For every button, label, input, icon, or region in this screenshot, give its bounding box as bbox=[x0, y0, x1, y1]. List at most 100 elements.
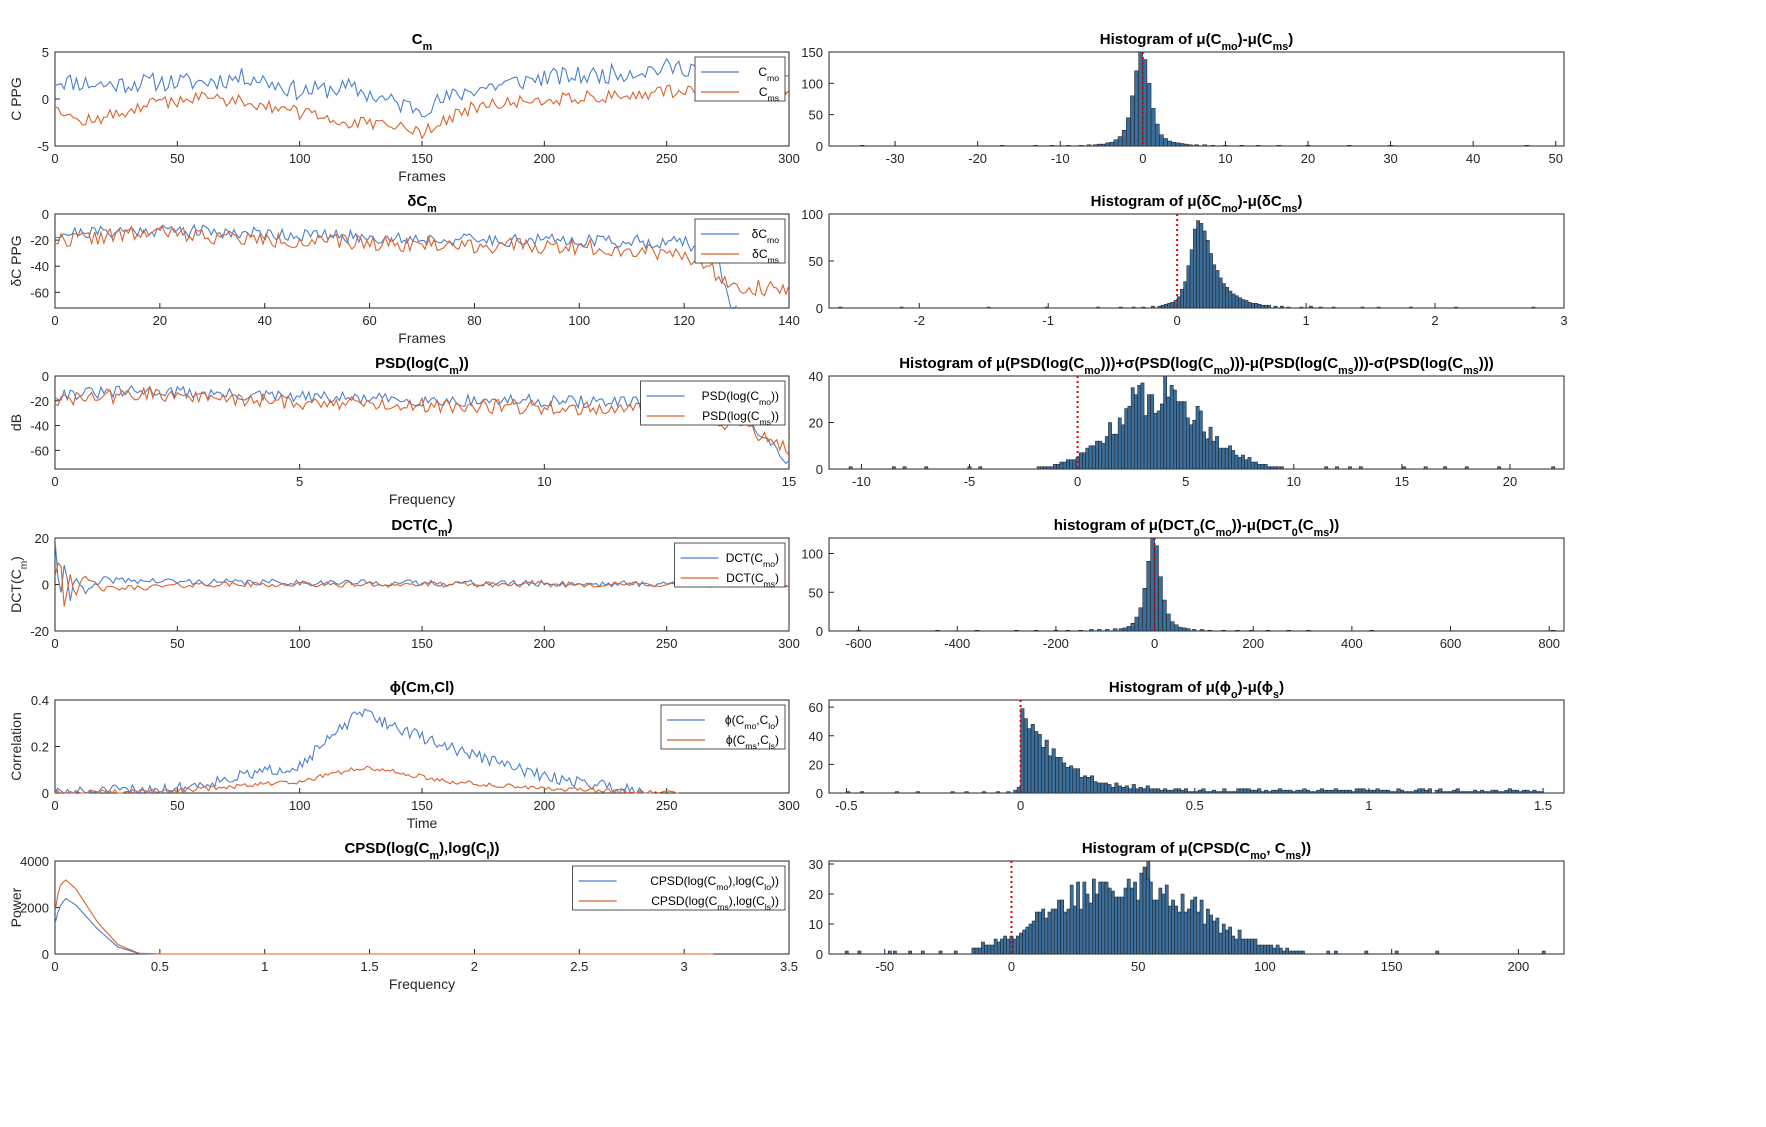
histogram-bar bbox=[1090, 775, 1094, 794]
histogram-bar bbox=[1280, 305, 1284, 309]
series-group bbox=[55, 539, 789, 607]
x-tick-label: 10 bbox=[1287, 474, 1301, 489]
histogram-bar bbox=[1030, 724, 1035, 794]
y-tick-label: 0 bbox=[42, 786, 49, 801]
histogram-bar bbox=[1049, 145, 1055, 147]
histogram-bar bbox=[1060, 899, 1065, 955]
histogram-bar bbox=[1088, 445, 1093, 470]
histogram-bar bbox=[1101, 443, 1106, 470]
plot-area bbox=[54, 51, 790, 147]
histogram-bar bbox=[1204, 791, 1209, 794]
histogram-bar bbox=[981, 941, 985, 955]
histogram-bar bbox=[1085, 893, 1090, 955]
chart-title: Histogram of μ(CPSD(Cmo, Cms)) bbox=[1082, 840, 1311, 862]
text-run: ms bbox=[760, 417, 772, 427]
histogram-bar bbox=[1528, 791, 1533, 794]
series-line-2 bbox=[55, 879, 714, 955]
histogram-bar bbox=[1006, 791, 1011, 794]
histogram-bar bbox=[1212, 920, 1217, 955]
histogram-bar bbox=[1139, 872, 1144, 955]
histogram-bar bbox=[1309, 791, 1314, 794]
histogram-bar bbox=[1211, 789, 1216, 794]
histogram-bar bbox=[1469, 791, 1474, 794]
x-tick-label: 120 bbox=[673, 313, 695, 328]
y-tick-label: 0 bbox=[42, 369, 49, 384]
text-run: (C bbox=[1200, 517, 1216, 534]
text-run: ) bbox=[1279, 679, 1284, 696]
histogram-bar bbox=[1082, 452, 1086, 470]
histogram-bar bbox=[1272, 947, 1277, 955]
histogram-bar bbox=[1490, 789, 1495, 794]
histogram-bar bbox=[1073, 905, 1077, 955]
x-axis-label: Frequency bbox=[389, 491, 455, 507]
histogram-bar bbox=[1166, 396, 1171, 470]
legend-label: DCT(Cms) bbox=[726, 571, 779, 589]
histogram-bar bbox=[1487, 791, 1492, 794]
y-tick-label: 150 bbox=[801, 45, 823, 60]
histogram-bar bbox=[1454, 306, 1458, 309]
text-run: DCT(C bbox=[726, 551, 764, 565]
histogram-bar bbox=[838, 306, 843, 309]
histogram-bar bbox=[1019, 932, 1023, 955]
histogram-bar bbox=[1088, 902, 1093, 955]
histogram-bar bbox=[1270, 466, 1275, 470]
histogram-bar bbox=[1183, 281, 1188, 309]
histogram-bar bbox=[1093, 781, 1098, 794]
histogram-bar bbox=[1179, 401, 1184, 470]
histogram-bar bbox=[1250, 461, 1255, 470]
histogram-bar bbox=[1135, 788, 1140, 794]
text-run: δC bbox=[752, 247, 768, 261]
histogram-bar bbox=[1040, 466, 1044, 470]
text-run: m bbox=[427, 203, 437, 215]
x-tick-label: 200 bbox=[533, 151, 555, 166]
text-run: ) bbox=[775, 733, 779, 747]
histogram-bar bbox=[1066, 145, 1071, 147]
histogram-bar bbox=[1170, 789, 1175, 794]
text-run: μ(ϕ bbox=[1206, 679, 1231, 696]
histogram-bar bbox=[1134, 70, 1139, 147]
series-group bbox=[55, 223, 789, 309]
histogram-bar bbox=[1054, 908, 1058, 955]
histogram-bar bbox=[1157, 305, 1162, 309]
bars-group bbox=[859, 51, 1530, 147]
legend-box bbox=[674, 542, 786, 588]
histogram-bar bbox=[1038, 911, 1042, 955]
line-plot-4: 0 50 100 150 200 250 300 0 0.2 0.4 ϕ(Cm,Cl) Time Cor… bbox=[8, 679, 800, 831]
x-tick-label: 100 bbox=[568, 313, 590, 328]
bars-group bbox=[838, 220, 1536, 309]
histogram-bar bbox=[1114, 782, 1119, 794]
x-tick-label: 1 bbox=[1365, 798, 1372, 813]
legend-label: ϕ(Cmo,Clo) bbox=[725, 713, 779, 731]
legend: DCT(Cmo)DCT(Cms) bbox=[674, 542, 786, 589]
histogram-bar bbox=[1420, 788, 1425, 794]
histogram-bar bbox=[1192, 419, 1197, 470]
y-tick-label: 0 bbox=[816, 301, 823, 316]
histogram-bar bbox=[1400, 789, 1405, 794]
histogram-bar bbox=[1193, 228, 1197, 309]
histogram-bar bbox=[1218, 277, 1223, 309]
histogram-bar bbox=[1194, 791, 1199, 794]
text-run: mo bbox=[1216, 527, 1233, 539]
histogram-bar bbox=[1121, 130, 1127, 147]
x-tick-label: 300 bbox=[778, 151, 800, 166]
histogram-bar bbox=[1170, 302, 1175, 309]
histogram-bar bbox=[1257, 303, 1262, 309]
histogram-bar bbox=[1251, 303, 1255, 309]
x-tick-label: 1.5 bbox=[361, 959, 379, 974]
histogram-bar bbox=[1163, 138, 1168, 147]
x-tick-label: 0 bbox=[1151, 636, 1158, 651]
histogram-bar bbox=[1109, 141, 1115, 147]
histogram-bar bbox=[1174, 905, 1179, 955]
histogram-bar bbox=[1254, 461, 1258, 470]
histogram-bar bbox=[1096, 782, 1101, 794]
x-tick-label: 0 bbox=[51, 636, 58, 651]
y-tick-label: 0 bbox=[42, 207, 49, 222]
histogram-bar bbox=[1215, 270, 1220, 309]
x-tick-label: -200 bbox=[1043, 636, 1069, 651]
histogram-bar bbox=[1150, 394, 1155, 470]
histogram-bar bbox=[1142, 788, 1147, 794]
text-run: )) bbox=[771, 389, 779, 403]
y-tick-label: 30 bbox=[809, 857, 823, 872]
x-tick-label: 40 bbox=[1466, 151, 1480, 166]
y-tick-label: -20 bbox=[30, 624, 49, 639]
